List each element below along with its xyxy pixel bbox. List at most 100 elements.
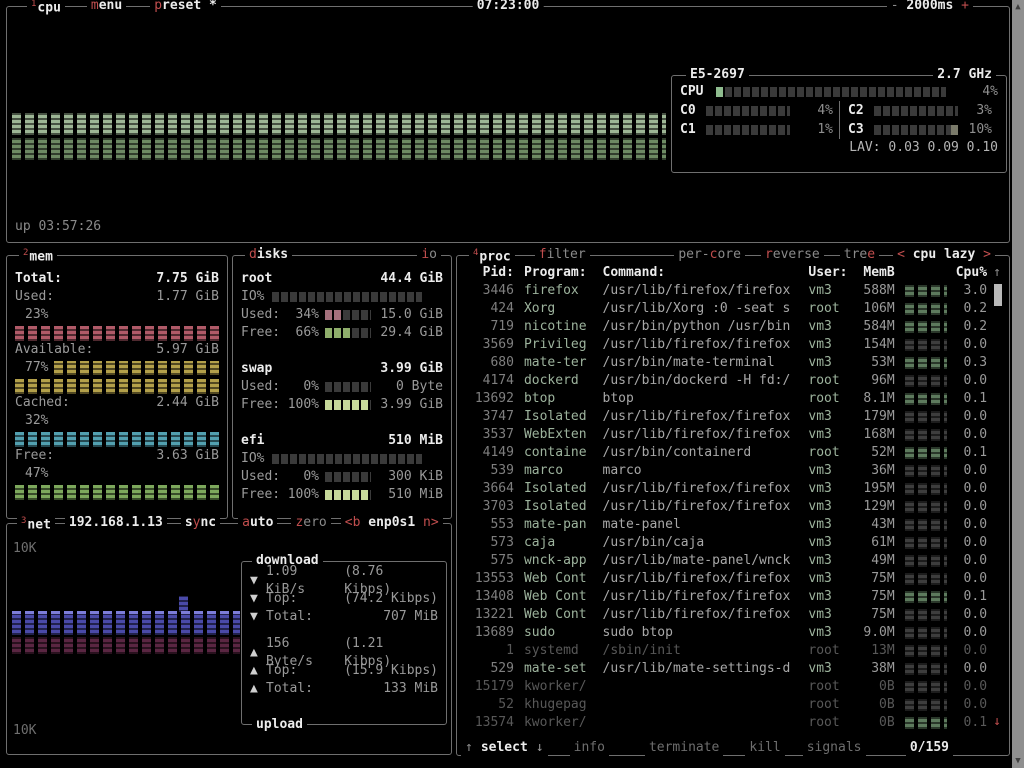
process-row[interactable]: 1 systemd/sbin/init root 13M 0.0 xyxy=(506,643,988,658)
info-button[interactable]: info xyxy=(569,739,609,757)
process-row[interactable]: 13221 Web Cont/usr/lib/firefox/firefox vm3… xyxy=(474,607,988,622)
process-row[interactable]: 15179 kworker/root 0B 0.0 xyxy=(474,679,988,694)
core-meter xyxy=(874,105,958,116)
disk-name-row: swap 3.99 GiB xyxy=(241,361,443,376)
net-scale-top: 10K xyxy=(13,541,37,556)
process-cpu-graph xyxy=(904,357,947,369)
process-row[interactable]: 529 mate-set/usr/lib/mate-settings-d vm3 38… xyxy=(490,661,988,676)
header-cpu[interactable]: Cpu% xyxy=(955,265,988,280)
tab-proc[interactable]: 4proc xyxy=(469,243,515,267)
reverse-toggle[interactable]: reverse xyxy=(760,246,824,264)
interface-switcher[interactable]: <b enp0s1 n> xyxy=(340,514,443,532)
interval-decrease-button[interactable]: - xyxy=(890,0,899,13)
zero-toggle[interactable]: zero xyxy=(291,514,331,532)
process-cpu-graph xyxy=(904,285,947,297)
clock: 07:23:00 xyxy=(472,0,544,15)
process-row[interactable]: 4149 containe/usr/bin/containerd root 52M 0.… xyxy=(482,445,988,460)
cpu-usage-graph-top xyxy=(12,113,666,135)
process-row[interactable]: 680 mate-ter/usr/bin/mate-terminal vm3 53M 0… xyxy=(490,355,988,370)
auto-toggle[interactable]: auto xyxy=(238,514,278,532)
terminate-button[interactable]: terminate xyxy=(644,739,724,757)
disk-used-row: Used: 0% 300 KiB xyxy=(241,469,443,484)
network-stats-subpanel: download ▼ 1.09 KiB/s (8.76 Kibps) ▼ Top: (7… xyxy=(241,552,447,734)
scrollbar-down-icon[interactable]: ▼ xyxy=(1015,756,1021,766)
scroll-down-icon[interactable]: ↓ xyxy=(993,714,1001,729)
tree-toggle[interactable]: tree xyxy=(839,246,880,264)
process-row[interactable]: 3747 Isolated/usr/lib/firefox/firefox vm3 1… xyxy=(482,409,988,424)
process-row[interactable]: 13692 btop btop root 8.1M 0.1 xyxy=(474,391,988,406)
process-cpu-graph xyxy=(904,681,947,693)
process-cpu-graph xyxy=(904,573,947,585)
preset-button[interactable]: preset * xyxy=(150,0,221,15)
disk-name-row: efi 510 MiB xyxy=(241,433,443,448)
disk-name-row: root 44.4 GiB xyxy=(241,271,443,286)
process-row[interactable]: 719 nicotine/usr/bin/python /usr/bin vm3 58… xyxy=(490,319,988,334)
cpu-frequency-label: 2.7 GHz xyxy=(933,66,996,84)
interval-increase-button[interactable]: + xyxy=(961,0,969,13)
kill-button[interactable]: kill xyxy=(745,739,785,757)
process-row[interactable]: 4174 dockerd/usr/bin/dockerd -H fd:/root 9… xyxy=(482,373,988,388)
tab-mem[interactable]: 2mem xyxy=(19,243,57,267)
scrollbar-up-icon[interactable]: ▲ xyxy=(1015,2,1021,12)
select-button[interactable]: select xyxy=(476,739,532,757)
uptime-label: up 03:57:26 xyxy=(15,219,102,234)
mem-percent-row: 23% xyxy=(25,307,49,322)
cpu-tab-number: 1 xyxy=(31,0,37,9)
process-cpu-graph xyxy=(904,501,947,513)
disks-title: disks xyxy=(245,246,293,264)
header-command[interactable]: Command: xyxy=(602,265,666,280)
process-row[interactable]: 13408 Web Cont/usr/lib/firefox/firefox vm3… xyxy=(474,589,988,604)
terminal-scrollbar[interactable]: ▲ ▼ xyxy=(1012,0,1024,768)
tab-net[interactable]: 3net xyxy=(17,511,55,535)
scroll-up-icon[interactable]: ↑ xyxy=(993,265,1001,280)
process-scrollbar-thumb[interactable] xyxy=(994,284,1002,306)
header-user[interactable]: User: xyxy=(808,265,848,280)
io-mode-toggle[interactable]: io xyxy=(417,246,441,264)
download-graph-highlight xyxy=(12,611,240,616)
per-core-toggle[interactable]: per-core xyxy=(674,246,745,264)
mem-percent-row: 47% xyxy=(25,466,49,481)
process-row[interactable]: 3537 WebExten/usr/lib/firefox/firefox vm3 1… xyxy=(482,427,988,442)
process-row[interactable]: 13574 kworker/root 0B 0.1 xyxy=(474,715,988,730)
download-top-row: ▼ Top: (74.2 Kibps) xyxy=(250,591,438,606)
disk-list: root 44.4 GiB IO% Used: 34% 15.0 GiB Free: 66% 2… xyxy=(241,270,443,514)
process-row[interactable]: 424 Xorg/usr/lib/Xorg :0 -seat s root 106M 0… xyxy=(490,301,988,316)
sync-toggle[interactable]: sync xyxy=(180,514,221,532)
header-memory[interactable]: MemB xyxy=(863,265,895,280)
mem-usage-graph xyxy=(15,379,219,394)
process-cpu-graph xyxy=(904,393,947,405)
mem-stat-row: Cached: 2.44 GiB xyxy=(15,395,219,410)
select-down-icon[interactable]: ↓ xyxy=(531,739,548,757)
process-cpu-graph xyxy=(904,519,947,531)
update-interval: - 2000ms + xyxy=(886,0,973,15)
process-row[interactable]: 3569 Privileg/usr/lib/firefox/firefox vm3 1… xyxy=(482,337,988,352)
process-row[interactable]: 573 caja/usr/bin/caja vm3 61M 0.0 xyxy=(490,535,988,550)
download-speed-row: ▼ 1.09 KiB/s (8.76 Kibps) xyxy=(250,564,392,597)
ip-address-label: 192.168.1.13 xyxy=(64,514,167,532)
filter-button[interactable]: filter xyxy=(534,246,590,264)
process-panel: 4proc filter per-core reverse tree < cpu… xyxy=(456,243,1010,757)
tab-cpu[interactable]: 1cpu xyxy=(27,0,65,18)
select-up-icon[interactable]: ↑ xyxy=(461,739,477,757)
process-row[interactable]: 3703 Isolated/usr/lib/firefox/firefox vm3 1… xyxy=(482,499,988,514)
process-row[interactable]: 539 marco marco vm3 36M 0.0 xyxy=(490,463,988,478)
process-cpu-graph xyxy=(904,537,947,549)
core-c0-row: C0 4% xyxy=(680,102,833,118)
selection-count: 0/159 xyxy=(905,739,953,757)
process-row[interactable]: 13553 Web Cont/usr/lib/firefox/firefox vm3… xyxy=(474,571,988,586)
process-row[interactable]: 575 wnck-app/usr/lib/mate-panel/wnck vm3 49… xyxy=(490,553,988,568)
disk-used-row: Used: 0% 0 Byte xyxy=(241,379,443,394)
header-pid[interactable]: Pid: xyxy=(482,265,514,280)
sort-selector[interactable]: < cpu lazy > xyxy=(893,246,995,264)
core-meter xyxy=(874,124,958,135)
header-program[interactable]: Program: xyxy=(523,265,587,280)
cpu-total-row: CPU 4% xyxy=(680,83,998,99)
signals-button[interactable]: signals xyxy=(802,739,866,757)
process-row[interactable]: 52 khugepag root 0B 0.0 xyxy=(498,697,988,712)
process-row[interactable]: 553 mate-pan mate-panel vm3 43M 0.0 xyxy=(490,517,988,532)
menu-button[interactable]: menu xyxy=(86,0,127,15)
process-row[interactable]: 13689 sudo sudo btop vm3 9.0M 0.0 xyxy=(474,625,988,640)
mem-stat-row: Available: 5.97 GiB xyxy=(15,342,219,357)
process-row[interactable]: 3664 Isolated/usr/lib/firefox/firefox vm3 1… xyxy=(482,481,988,496)
process-row[interactable]: 3446 firefox/usr/lib/firefox/firefox vm3 58… xyxy=(482,283,988,298)
